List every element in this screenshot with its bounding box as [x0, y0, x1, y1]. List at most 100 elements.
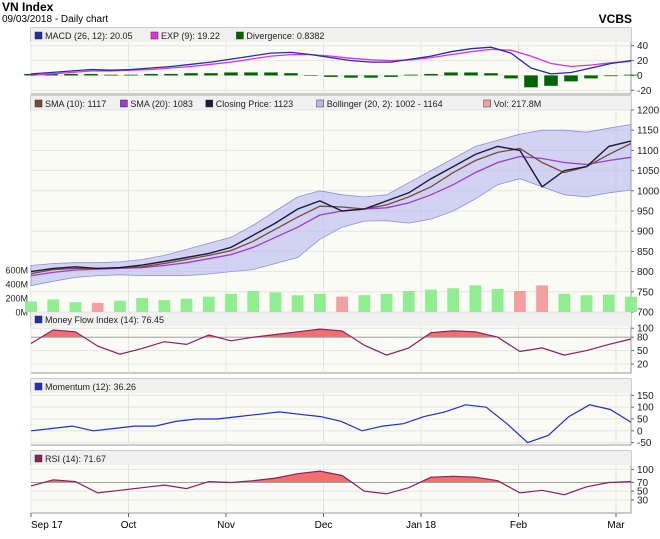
- x-axis-label: Jan 18: [406, 520, 436, 531]
- x-axis-label: Nov: [217, 520, 235, 531]
- legend-strip: [31, 96, 631, 110]
- price-tick-label: 800: [637, 267, 654, 278]
- price-tick-label: 850: [637, 247, 654, 258]
- volume-bar: [447, 288, 460, 312]
- x-axis-label: Feb: [510, 520, 528, 531]
- legend-strip: [31, 312, 631, 326]
- macd-tick-label: 20: [637, 56, 649, 67]
- volume-bar: [25, 301, 37, 312]
- volume-bar: [113, 300, 126, 312]
- volume-bar: [291, 295, 304, 312]
- divergence-bar: [84, 73, 98, 76]
- price-tick-label: 1100: [637, 146, 659, 157]
- volume-bar: [469, 285, 482, 312]
- divergence-bar: [344, 75, 358, 78]
- divergence-bar: [444, 72, 458, 76]
- rsi-tick-label: 30: [637, 495, 649, 506]
- divergence-bar: [244, 72, 258, 76]
- chart-subtitle: 09/03/2018 - Daily chart: [2, 14, 109, 25]
- legend-label: Closing Price: 1123: [216, 99, 293, 109]
- divergence-bar: [584, 75, 598, 79]
- volume-bar: [313, 293, 326, 312]
- divergence-bar: [384, 75, 398, 77]
- price-tick-label: 1000: [637, 186, 660, 197]
- x-axis-label: Mar: [607, 520, 625, 531]
- divergence-bar: [504, 75, 518, 79]
- macd-tick-label: -20: [637, 86, 652, 97]
- divergence-bar: [104, 74, 118, 76]
- volume-bar: [136, 298, 149, 312]
- divergence-bar: [24, 73, 38, 76]
- bollinger-band: [30, 124, 632, 287]
- momentum-tick-label: 50: [637, 415, 649, 426]
- volume-bar: [491, 288, 504, 312]
- macd-tick-label: 0: [637, 71, 643, 82]
- volume-bar: [247, 291, 260, 312]
- divergence-bar: [424, 73, 438, 76]
- price-tick-label: 750: [637, 287, 654, 298]
- legend-swatch: [316, 99, 324, 108]
- brand-label: VCBS: [598, 12, 632, 26]
- x-axis-label: Sep 17: [31, 520, 63, 531]
- divergence-bar: [484, 73, 498, 76]
- price-tick-label: 700: [637, 308, 654, 319]
- mfi-overbought-fill: [31, 329, 631, 338]
- legend-swatch: [236, 31, 244, 40]
- divergence-bar: [64, 73, 78, 76]
- divergence-bar: [624, 74, 638, 76]
- momentum-tick-label: 0: [637, 426, 643, 437]
- divergence-bar: [364, 75, 378, 78]
- volume-bar: [580, 295, 593, 312]
- rsi-tick-label: 70: [637, 478, 649, 489]
- legend-strip: [31, 28, 631, 42]
- chart-title: VN Index: [2, 0, 54, 14]
- divergence-bar: [204, 73, 218, 76]
- divergence-bar: [524, 75, 538, 88]
- volume-tick-label: 0M: [15, 308, 28, 318]
- volume-bar: [225, 293, 237, 312]
- legend-label: EXP (9): 19.22: [161, 31, 220, 41]
- divergence-bar: [124, 74, 138, 76]
- volume-bar: [269, 292, 282, 312]
- volume-bar: [158, 300, 171, 312]
- closing-price-line: [30, 140, 632, 273]
- legend-swatch: [205, 99, 214, 108]
- divergence-bar: [44, 73, 58, 76]
- divergence-bar: [144, 73, 158, 76]
- mfi-line: [30, 328, 632, 356]
- legend-swatch: [150, 31, 159, 40]
- mfi-tick-label: 20: [637, 360, 649, 371]
- price-tick-label: 900: [637, 227, 654, 238]
- rsi-overbought-fill: [43, 471, 631, 483]
- volume-bar: [336, 296, 349, 312]
- volume-bar: [425, 289, 437, 312]
- volume-bar: [358, 295, 371, 312]
- legend-swatch: [34, 315, 43, 324]
- legend-label: Money Flow Index (14): 76.45: [45, 315, 164, 325]
- legend-swatch: [34, 382, 43, 391]
- divergence-bar: [224, 72, 238, 76]
- volume-bar: [180, 298, 193, 312]
- legend-strip: [31, 451, 631, 465]
- divergence-bar: [564, 75, 578, 82]
- legend-label: Divergence: 0.8382: [246, 31, 324, 41]
- x-axis-label: Dec: [315, 520, 333, 531]
- volume-bar: [202, 296, 215, 312]
- volume-tick-label: 400M: [5, 280, 28, 290]
- x-axis-label: Oct: [121, 520, 137, 531]
- volume-bar: [47, 299, 60, 312]
- mfi-tick-label: 100: [637, 324, 654, 335]
- macd-tick-label: 40: [637, 41, 649, 52]
- legend-label: Bollinger (20, 2): 1002 - 1164: [327, 99, 443, 109]
- volume-bar: [602, 294, 615, 312]
- legend-swatch: [120, 99, 128, 108]
- divergence-bar: [404, 74, 418, 76]
- momentum-tick-label: 100: [637, 403, 654, 414]
- divergence-bar: [284, 73, 298, 76]
- volume-bar: [402, 291, 415, 312]
- volume-bar: [91, 302, 104, 312]
- legend-label: MACD (26, 12): 20.05: [45, 31, 133, 41]
- price-tick-label: 1200: [637, 106, 660, 117]
- momentum-tick-label: 150: [637, 391, 654, 402]
